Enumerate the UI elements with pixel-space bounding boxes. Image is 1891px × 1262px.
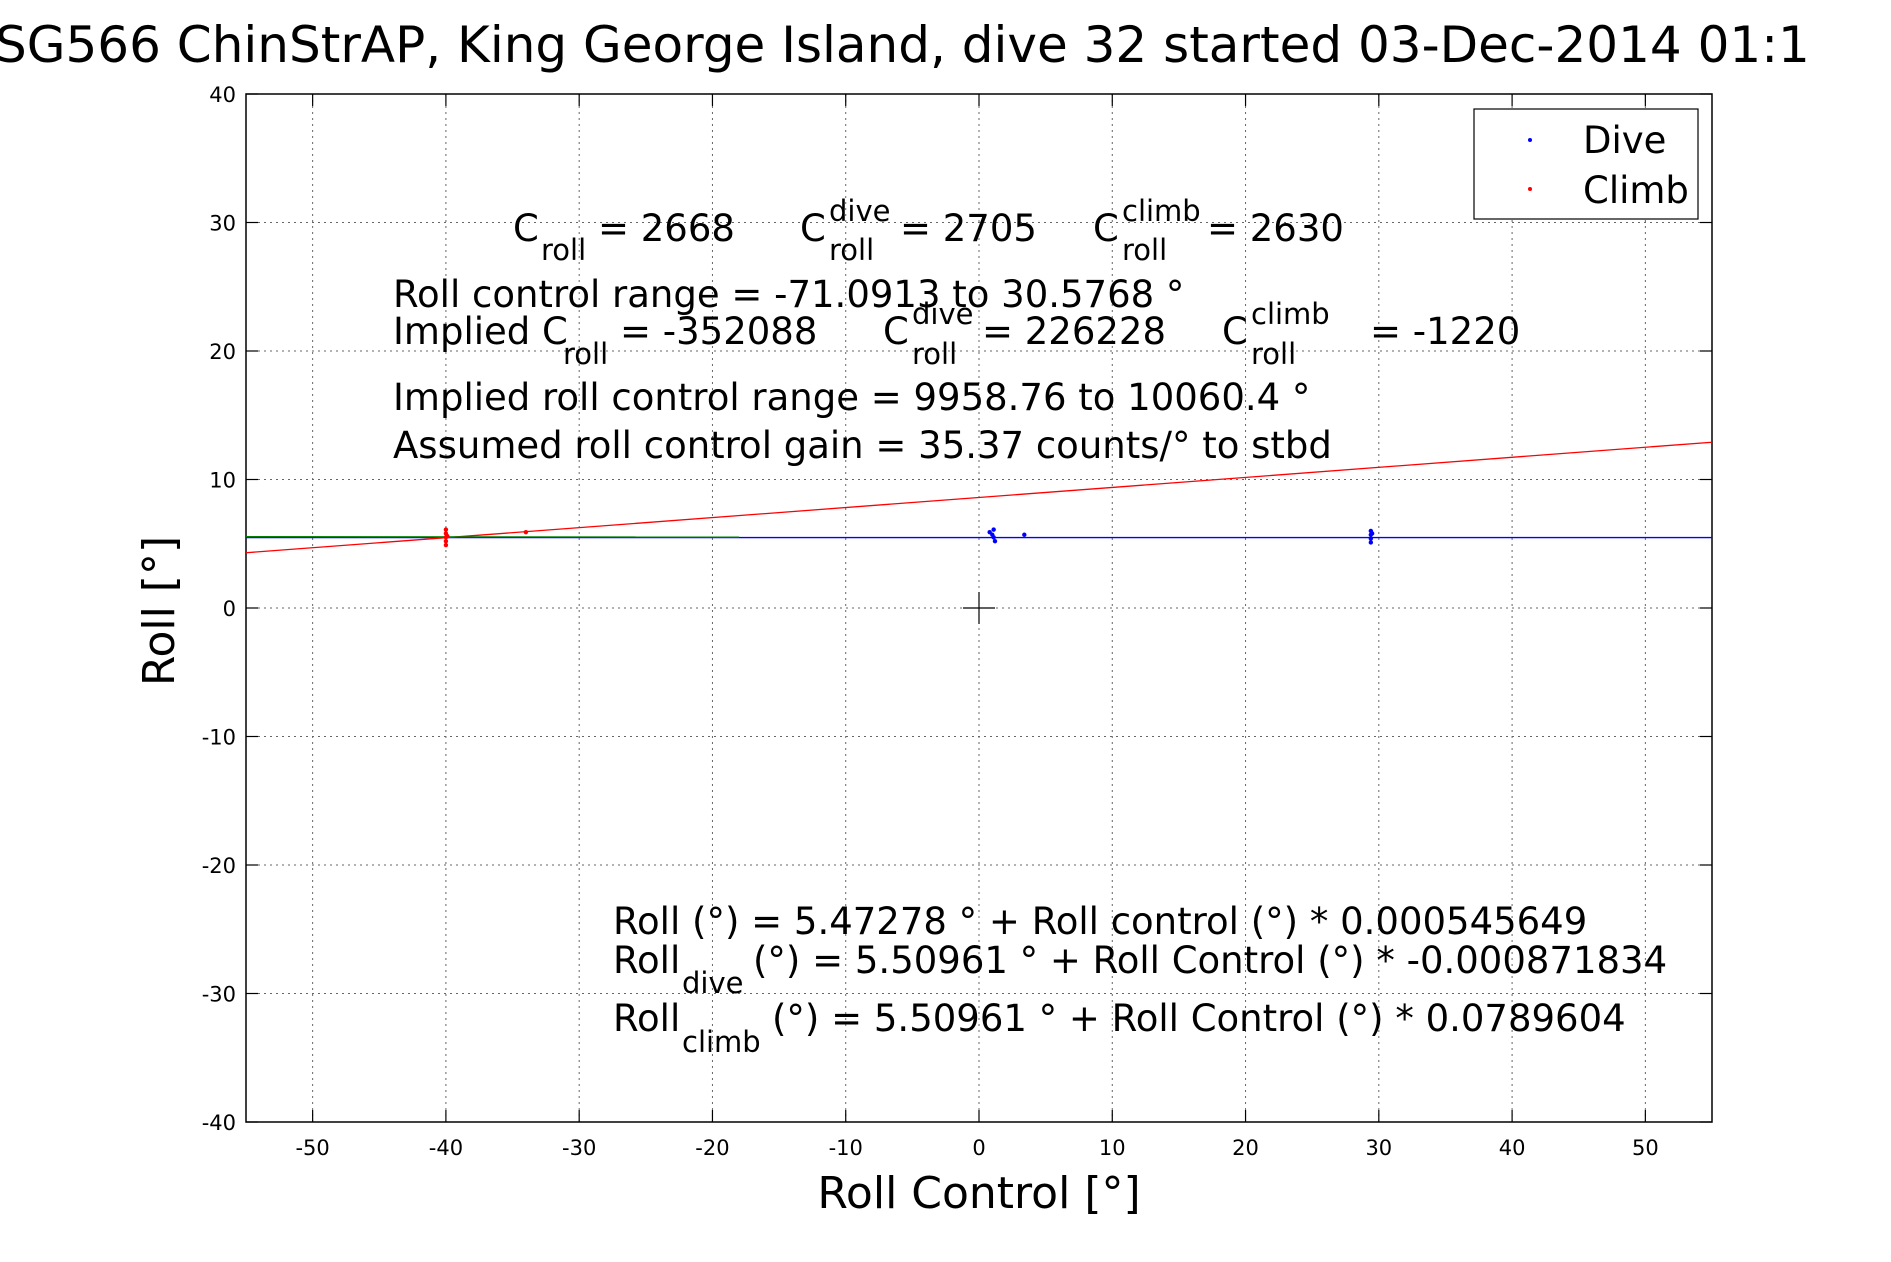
fit-line xyxy=(245,441,1713,554)
x-tick-label: 30 xyxy=(1365,1136,1392,1160)
equation-roll: Roll (°) = 5.47278 ° + Roll control (°) … xyxy=(613,900,1587,943)
legend-marker-climb xyxy=(1528,187,1532,191)
roll-control-range-text: Roll control range = -71.0913 to 30.5768… xyxy=(393,273,1184,316)
tick-labels: -50 -40 -30 -20 -10 0 10 20 30 40 50 -40 -30 -20 -10 0 1… xyxy=(202,83,1659,1160)
implied-range-text: Implied roll control range = 9958.76 to … xyxy=(393,376,1310,419)
x-tick-label: 20 xyxy=(1232,1136,1259,1160)
legend-label-climb: Climb xyxy=(1583,169,1689,212)
c-dive-value: = 2705 xyxy=(900,207,1037,250)
annotation-c-values: C roll = 2668 C dive roll = 2705 C climb… xyxy=(513,194,1344,267)
c-roll-subscript: roll xyxy=(541,233,586,267)
c-roll-value: = 2668 xyxy=(598,207,735,250)
dive-point xyxy=(991,527,996,532)
implied-c-label: Implied C xyxy=(393,310,568,353)
dive-point xyxy=(1369,531,1375,536)
data-points xyxy=(443,527,1375,548)
equation-dive-symbol: Roll xyxy=(613,939,680,982)
x-tick-label: 40 xyxy=(1499,1136,1526,1160)
c-dive-subscript: roll xyxy=(829,233,874,267)
annotation-implied-c-values: Implied C roll = -352088 C dive roll = 2… xyxy=(393,297,1520,371)
x-tick-label: 50 xyxy=(1632,1136,1659,1160)
y-axis-label: Roll [°] xyxy=(134,536,185,686)
x-axis-label: Roll Control [°] xyxy=(817,1168,1140,1219)
c-roll-symbol: C xyxy=(513,207,539,250)
dive-point xyxy=(1022,532,1027,537)
legend: Dive Climb xyxy=(1473,108,1699,220)
implied-c-climb-subscript: roll xyxy=(1251,337,1296,371)
equation-climb-symbol: Roll xyxy=(613,997,680,1040)
dive-point xyxy=(1368,540,1374,545)
implied-c-dive-superscript: dive xyxy=(912,297,973,331)
dive-point xyxy=(992,538,998,544)
x-tick-label: -50 xyxy=(295,1136,329,1160)
x-tick-label: -20 xyxy=(695,1136,729,1160)
x-tick-label: -40 xyxy=(429,1136,463,1160)
climb-point xyxy=(443,542,449,548)
c-climb-superscript: climb xyxy=(1122,194,1201,228)
x-tick-label: 0 xyxy=(972,1136,985,1160)
c-dive-symbol: C xyxy=(800,207,826,250)
implied-c-dive-subscript: roll xyxy=(912,337,957,371)
climb-point xyxy=(523,529,529,535)
legend-label-dive: Dive xyxy=(1583,119,1666,162)
dive-point xyxy=(1368,536,1374,541)
gain-text: Assumed roll control gain = 35.37 counts… xyxy=(393,424,1332,467)
legend-box xyxy=(1473,108,1699,220)
c-climb-subscript: roll xyxy=(1122,233,1167,267)
c-dive-superscript: dive xyxy=(829,194,890,228)
implied-c-roll-value: = -352088 xyxy=(620,310,817,353)
implied-c-climb-symbol: C xyxy=(1222,310,1248,353)
implied-c-dive-value: = 226228 xyxy=(982,310,1166,353)
y-tick-label: 40 xyxy=(209,83,236,107)
legend-marker-dive xyxy=(1528,138,1532,142)
axis-ticks xyxy=(246,93,1712,1123)
y-tick-label: -30 xyxy=(202,983,236,1007)
y-tick-label: -10 xyxy=(202,726,236,750)
equation-climb-text: (°) = 5.50961 ° + Roll Control (°) * 0.0… xyxy=(772,997,1626,1040)
y-tick-label: 10 xyxy=(209,469,236,493)
climb-point xyxy=(443,538,449,544)
x-tick-label: -10 xyxy=(829,1136,863,1160)
implied-c-climb-value: = -1220 xyxy=(1370,310,1520,353)
annotation-equations: Roll (°) = 5.47278 ° + Roll control (°) … xyxy=(613,900,1667,1059)
equation-dive-subscript: dive xyxy=(682,966,743,1000)
c-climb-symbol: C xyxy=(1093,207,1119,250)
implied-c-roll-subscript: roll xyxy=(563,337,608,371)
chart-title: SG566 ChinStrAP, King George Island, div… xyxy=(0,16,1810,74)
c-climb-value: = 2630 xyxy=(1207,207,1344,250)
climb-point xyxy=(445,533,450,539)
climb-point xyxy=(443,527,449,532)
x-tick-label: 10 xyxy=(1099,1136,1126,1160)
y-tick-label: 0 xyxy=(223,597,236,621)
equation-climb-subscript: climb xyxy=(682,1025,761,1059)
origin-crosshair xyxy=(963,592,995,624)
y-tick-label: -40 xyxy=(202,1111,236,1135)
equation-dive-text: (°) = 5.50961 ° + Roll Control (°) * -0.… xyxy=(753,939,1667,982)
implied-c-dive-symbol: C xyxy=(883,310,909,353)
y-tick-label: 20 xyxy=(209,340,236,364)
y-tick-label: -20 xyxy=(202,854,236,878)
y-tick-label: 30 xyxy=(209,212,236,236)
fit-lines xyxy=(245,441,1713,554)
dive-point xyxy=(991,535,996,540)
x-tick-label: -30 xyxy=(562,1136,596,1160)
implied-c-climb-superscript: climb xyxy=(1251,297,1330,331)
